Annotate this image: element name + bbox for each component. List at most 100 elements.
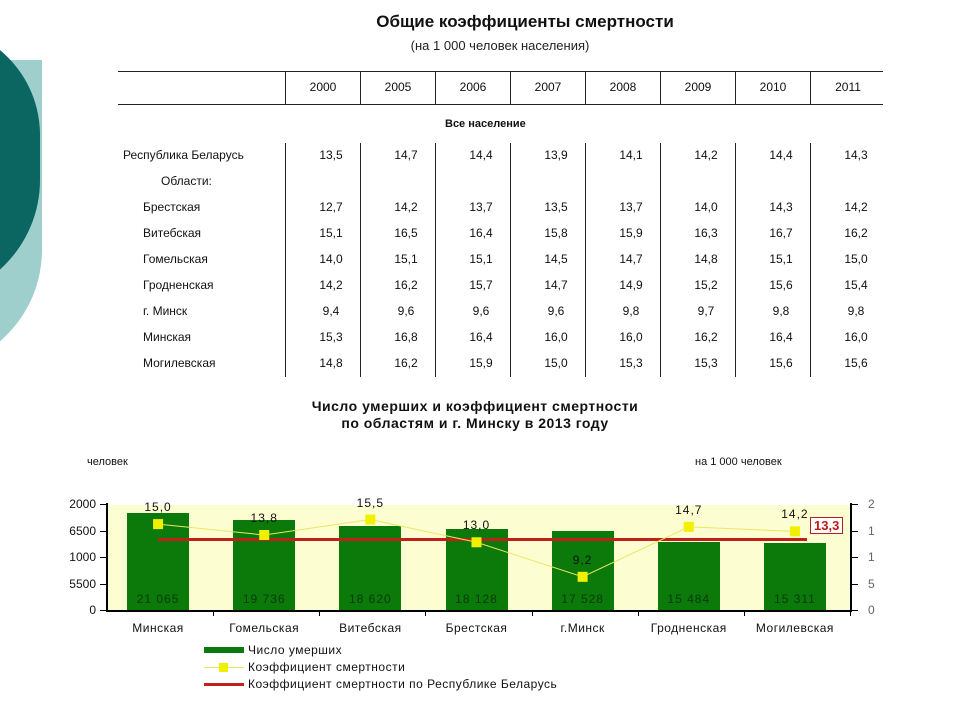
table-cell: 9,7 [697,304,715,318]
bar-deaths [657,542,720,610]
legend-marker-icon [219,663,228,672]
x-axis [106,610,852,612]
y-tick-right [850,530,858,532]
coef-value-label: 13,0 [462,518,491,533]
x-category-label: Брестская [445,621,508,635]
x-category-label: Витебская [339,621,402,635]
coef-value-label: 14,2 [781,507,809,522]
table-cell: 15,1 [319,226,343,240]
table-cell: 13,7 [619,200,643,214]
column-divider [735,143,736,377]
coef-marker-icon [153,519,164,530]
table-cell: 14,4 [769,148,793,162]
table-cell: 16,5 [394,226,418,240]
legend-label: Коэффициент смертности [248,660,406,674]
x-category-label: г.Минск [560,621,605,635]
table-cell: 14,2 [844,200,868,214]
table-cell: 14,8 [694,252,718,266]
year-header: 2009 [684,80,712,94]
y-tick-label-left: 0 [89,603,96,617]
x-tick [213,610,215,616]
column-divider [510,143,511,377]
line-layer [153,514,807,582]
year-header: 2005 [384,80,412,94]
bar-value-label: 21 065 [136,592,180,606]
bar-value-label: 18 620 [348,592,392,606]
legend-item-deaths: Число умерших [204,642,557,659]
left-axis-unit: человек [87,456,128,468]
table-title: Общие коэффициенты смертности [376,12,674,31]
bar-value-label: 19 736 [242,592,286,606]
y-tick-label-left: 5500 [69,576,96,591]
table-cell: 16,2 [694,330,718,344]
table-cell: 16,0 [844,330,868,344]
table-cell: 14,0 [319,252,343,266]
table-cell: 16,7 [769,226,793,240]
year-header: 2006 [459,80,487,94]
x-tick [850,610,851,616]
table-cell: 9,8 [622,304,640,318]
table-cell: 14,8 [319,356,343,370]
coef-marker-icon [577,571,588,582]
row-label: Республика Беларусь [123,148,244,162]
y-tick-left [100,610,108,611]
table-cell: 14,3 [844,148,868,162]
x-tick [319,610,321,616]
table-cell: 15,3 [319,330,343,344]
y-tick-right [850,557,858,558]
table-cell: 16,3 [694,226,718,240]
table-cell: 15,0 [544,356,568,370]
bar-value-label: 15 484 [667,592,711,606]
bar-value-label: 15 311 [774,592,816,606]
table-cell: 16,0 [544,330,568,344]
table-cell: 15,1 [469,252,493,266]
table-cell: 15,7 [469,278,493,292]
y-tick-left [100,530,108,532]
table-cell: 14,7 [544,278,568,292]
column-divider [810,143,811,377]
table-cell: 9,8 [847,304,865,318]
table-cell: 15,3 [694,356,718,370]
table-cell: 9,6 [547,304,565,318]
coef-marker-icon [365,514,376,525]
coef-line [158,519,795,578]
column-divider [585,143,586,377]
table-cell: 14,9 [619,278,643,292]
table-cell: 9,6 [397,304,415,318]
table-cell: 14,3 [769,200,793,214]
table-cell: 14,7 [619,252,643,266]
year-header: 2008 [609,80,637,94]
table-cell: 15,9 [619,226,643,240]
column-divider [660,143,661,377]
table-cell: 14,4 [469,148,493,162]
x-category-label: Минская [132,621,184,635]
table-cell: 15,2 [694,278,718,292]
chart-plot-area: 21 065 15,0 19 736 13,8 18 620 15,5 18 128 13,0… [107,496,850,610]
legend-item-ref: Коэффициент смертности по Республике Бел… [204,676,557,693]
x-category-label: Гомельская [229,621,300,635]
legend-ref-swatch [204,683,244,686]
table-cell: 16,4 [469,226,493,240]
y-tick-left [100,557,108,558]
column-divider [285,143,286,377]
coef-marker-icon [683,521,694,532]
table-cell: 16,4 [469,330,493,344]
y-tick-label-right: 2 [868,497,875,511]
bar-value-label: 17 528 [561,592,604,606]
table-cell: 16,8 [394,330,418,344]
coef-value-label: 15,0 [144,500,172,515]
column-divider [435,71,436,104]
table-subtitle: (на 1 000 человек населения) [410,38,590,53]
coef-value-label: 13,8 [250,511,278,525]
row-label: Витебская [143,226,202,240]
table-cell: 14,2 [394,200,418,214]
coef-marker-icon [789,526,800,537]
column-divider [735,71,736,104]
column-divider [435,143,436,377]
table-cell: 16,4 [769,330,793,344]
table-cell: 9,6 [472,304,490,318]
legend-label: Коэффициент смертности по Республике Бел… [248,677,558,691]
section-label: Все население [445,118,526,130]
table-cell: 16,2 [394,278,418,292]
table-cell: 9,4 [322,304,340,318]
